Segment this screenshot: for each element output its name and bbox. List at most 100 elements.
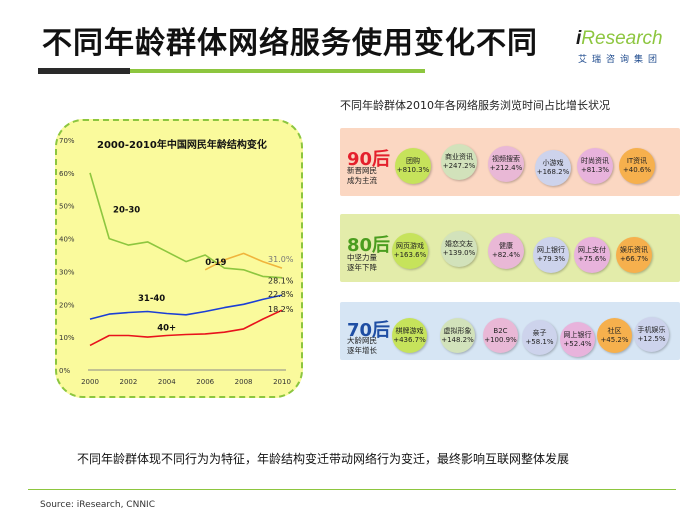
service-bubble: 网页游戏 +163.6% bbox=[392, 233, 428, 269]
chart-panel bbox=[55, 119, 303, 398]
generation-label: 70后 bbox=[347, 320, 391, 341]
service-bubble: B2C +100.9% bbox=[483, 318, 518, 353]
generation-description: 中坚力量 逐年下降 bbox=[347, 253, 377, 272]
service-growth: +82.4% bbox=[491, 251, 521, 259]
y-tick-label: 30% bbox=[59, 268, 75, 276]
service-name: 虚拟形象 bbox=[443, 326, 472, 335]
service-bubble: 团购 +810.3% bbox=[395, 148, 431, 184]
series-line-31-40 bbox=[89, 294, 283, 320]
service-growth: +168.2% bbox=[536, 168, 570, 176]
service-bubble: 手机娱乐 +12.5% bbox=[634, 317, 669, 352]
generation-label: 90后 bbox=[347, 149, 391, 170]
service-bubble: 小游戏 +168.2% bbox=[535, 150, 571, 186]
service-growth: +810.3% bbox=[396, 166, 430, 174]
y-tick-label: 50% bbox=[59, 203, 75, 211]
series-label: 31-40 bbox=[138, 294, 165, 304]
x-tick-label: 2000 bbox=[81, 378, 99, 386]
y-tick-label: 70% bbox=[59, 137, 75, 145]
service-growth: +212.4% bbox=[489, 164, 523, 172]
x-tick-label: 2008 bbox=[235, 378, 253, 386]
service-name: 网上银行 bbox=[563, 330, 592, 339]
service-growth: +79.3% bbox=[536, 255, 566, 263]
x-tick-label: 2004 bbox=[158, 378, 176, 386]
series-label: 20-30 bbox=[113, 205, 140, 215]
service-growth: +436.7% bbox=[393, 335, 426, 344]
x-tick-label: 2010 bbox=[273, 378, 291, 386]
end-value-label: 31.0% bbox=[268, 255, 294, 264]
y-tick-label: 10% bbox=[59, 334, 75, 342]
page-title: 不同年龄群体网络服务使用变化不同 bbox=[42, 26, 538, 61]
generation-description: 大龄网民 逐年增长 bbox=[347, 336, 377, 355]
service-bubble: 棋牌游戏 +436.7% bbox=[392, 318, 427, 353]
service-name: 商业资讯 bbox=[445, 153, 473, 161]
generation-description: 新晋网民 成为主流 bbox=[347, 166, 377, 185]
generation-label: 80后 bbox=[347, 235, 391, 256]
source-note: Source: iResearch, CNNIC bbox=[40, 500, 155, 510]
series-line-20-30 bbox=[89, 172, 283, 279]
service-name: 网上银行 bbox=[537, 246, 565, 254]
service-bubble: 商业资讯 +247.2% bbox=[441, 144, 477, 180]
service-growth: +40.6% bbox=[622, 166, 652, 174]
service-growth: +247.2% bbox=[442, 162, 476, 170]
service-name: 棋牌游戏 bbox=[395, 326, 424, 335]
service-bubble: 网上支付 +75.6% bbox=[574, 237, 610, 273]
service-bubble: 婚恋交友 +139.0% bbox=[441, 231, 477, 267]
y-tick-label: 20% bbox=[59, 301, 75, 309]
service-bubble: 视频搜索 +212.4% bbox=[488, 146, 524, 182]
service-growth: +81.3% bbox=[580, 166, 610, 174]
service-name: 网上支付 bbox=[578, 246, 606, 254]
service-name: 视频搜索 bbox=[492, 155, 520, 163]
service-bubble: 网上银行 +52.4% bbox=[560, 322, 595, 357]
service-growth: +139.0% bbox=[442, 249, 476, 257]
service-bubble: 网上银行 +79.3% bbox=[533, 237, 569, 273]
y-tick-label: 60% bbox=[59, 170, 75, 178]
end-value-label: 22.8% bbox=[268, 290, 294, 299]
title-underline-dark bbox=[38, 68, 130, 74]
right-panel-title: 不同年龄群体2010年各网络服务浏览时间占比增长状况 bbox=[340, 99, 610, 112]
service-name: 娱乐资讯 bbox=[620, 246, 648, 254]
service-growth: +100.9% bbox=[484, 335, 517, 344]
service-growth: +163.6% bbox=[393, 251, 427, 259]
series-label: 0-19 bbox=[205, 258, 226, 268]
service-name: 健康 bbox=[499, 242, 513, 250]
series-line-0-19 bbox=[204, 252, 283, 271]
end-value-label: 18.2% bbox=[268, 305, 294, 314]
footer-divider bbox=[28, 489, 676, 490]
service-name: 社区 bbox=[607, 326, 622, 335]
service-name: 婚恋交友 bbox=[445, 240, 473, 248]
series-line-40+ bbox=[89, 309, 283, 347]
title-underline-green bbox=[130, 69, 425, 73]
service-growth: +66.7% bbox=[619, 255, 649, 263]
service-name: 手机娱乐 bbox=[637, 325, 666, 334]
service-growth: +12.5% bbox=[637, 334, 666, 343]
service-growth: +58.1% bbox=[525, 337, 554, 346]
y-tick-label: 0% bbox=[59, 367, 70, 375]
y-tick-label: 40% bbox=[59, 236, 75, 244]
service-name: 时尚资讯 bbox=[581, 157, 609, 165]
service-growth: +148.2% bbox=[441, 335, 474, 344]
service-bubble: 亲子 +58.1% bbox=[522, 320, 557, 355]
end-value-label: 28.1% bbox=[268, 277, 294, 286]
service-name: IT资讯 bbox=[626, 157, 648, 165]
service-name: 小游戏 bbox=[542, 159, 564, 167]
service-growth: +75.6% bbox=[577, 255, 607, 263]
service-name: 团购 bbox=[406, 157, 420, 165]
series-label: 40+ bbox=[157, 324, 176, 334]
service-bubble: 社区 +45.2% bbox=[597, 318, 632, 353]
service-bubble: 虚拟形象 +148.2% bbox=[440, 318, 475, 353]
service-bubble: 娱乐资讯 +66.7% bbox=[616, 237, 652, 273]
service-bubble: IT资讯 +40.6% bbox=[619, 148, 655, 184]
service-name: 网页游戏 bbox=[396, 242, 424, 250]
conclusion-text: 不同年龄群体现不同行为为特征，年龄结构变迁带动网络行为变迁，最终影响互联网整体发… bbox=[77, 452, 570, 466]
chart-title: 2000-2010年中国网民年龄结构变化 bbox=[97, 140, 267, 151]
x-tick-label: 2002 bbox=[119, 378, 137, 386]
service-growth: +45.2% bbox=[600, 335, 629, 344]
service-growth: +52.4% bbox=[563, 339, 592, 348]
service-bubble: 时尚资讯 +81.3% bbox=[577, 148, 613, 184]
iresearch-logo: iResearch 艾瑞咨询集团 bbox=[576, 28, 663, 65]
service-bubble: 健康 +82.4% bbox=[488, 233, 524, 269]
service-name: B2C bbox=[493, 326, 508, 335]
service-name: 亲子 bbox=[532, 328, 547, 337]
x-tick-label: 2006 bbox=[196, 378, 214, 386]
